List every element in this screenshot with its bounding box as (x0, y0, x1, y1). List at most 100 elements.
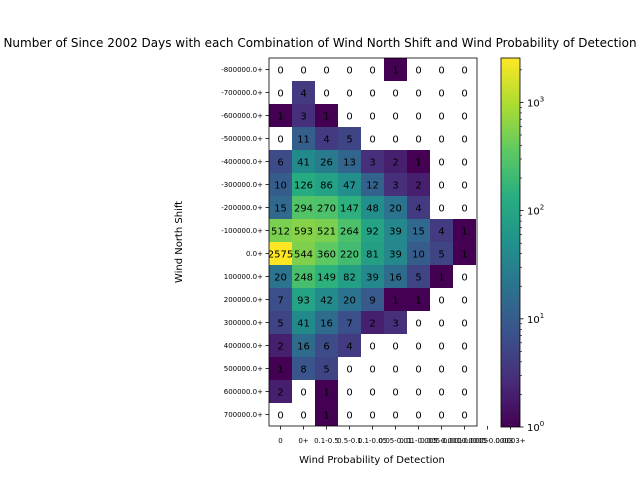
cell-value-label: 20 (274, 273, 287, 284)
y-tick-label: 300000.0+ (224, 319, 263, 327)
heatmap-cell (269, 127, 292, 150)
heatmap-cell (430, 58, 453, 81)
cell-value-label: 13 (343, 158, 356, 169)
heatmap-cell (292, 219, 315, 242)
cell-value-label: 0 (438, 319, 444, 330)
heatmap-cell (338, 242, 361, 265)
heatmap-cell (384, 357, 407, 380)
heatmap-cell (430, 357, 453, 380)
cell-value-label: 11 (297, 135, 310, 146)
cell-value-label: 0 (392, 411, 398, 422)
y-tick-label: 700000.0+ (224, 411, 263, 419)
heatmap-cell (384, 104, 407, 127)
cell-value-label: 0 (438, 181, 444, 192)
cell-value-label: 0 (461, 273, 467, 284)
heatmap-cell (338, 357, 361, 380)
cell-value-label: 149 (317, 273, 336, 284)
cell-value-label: 0 (392, 342, 398, 353)
heatmap-cell (453, 311, 476, 334)
cell-value-label: 0 (438, 296, 444, 307)
heatmap-cell (315, 58, 338, 81)
cell-value-label: 86 (320, 181, 333, 192)
heatmap-cell (361, 334, 384, 357)
heatmap-cell (338, 380, 361, 403)
heatmap-cell (453, 150, 476, 173)
heatmap-cell (407, 150, 430, 173)
cell-value-label: 0 (461, 388, 467, 399)
heatmap-cell (384, 58, 407, 81)
heatmap-cell (269, 104, 292, 127)
heatmap-cell (430, 311, 453, 334)
heatmap-cell (292, 311, 315, 334)
cell-value-label: 360 (317, 250, 336, 261)
y-tick-label: -300000.0+ (221, 181, 263, 189)
heatmap-cell (384, 196, 407, 219)
cell-value-label: 0 (392, 388, 398, 399)
heatmap-cell (338, 265, 361, 288)
cell-value-label: 0 (346, 365, 352, 376)
cell-value-label: 0 (300, 411, 306, 422)
heatmap-cell (384, 150, 407, 173)
cell-value-label: 3 (392, 319, 398, 330)
colorbar-tick-label: 103 (527, 95, 544, 109)
heatmap-cell (292, 265, 315, 288)
cell-value-label: 42 (320, 296, 333, 307)
heatmap-cell (361, 127, 384, 150)
heatmap-cell (407, 58, 430, 81)
colorbar-tick-label: 102 (527, 204, 544, 218)
heatmap-cell (361, 81, 384, 104)
cell-value-label: 0 (461, 181, 467, 192)
heatmap-cell (338, 334, 361, 357)
cell-value-label: 6 (277, 158, 283, 169)
heatmap-cell (384, 403, 407, 426)
x-tick-label: 0.01-0.005 (399, 437, 437, 445)
heatmap-cell (292, 150, 315, 173)
heatmap-cell (315, 104, 338, 127)
cell-value-label: 7 (346, 319, 352, 330)
cell-value-label: 81 (366, 250, 379, 261)
x-tick-label: 0.0005-0.0003 (462, 437, 514, 445)
heatmap-cell (453, 173, 476, 196)
cell-value-label: 20 (343, 296, 356, 307)
cell-value-label: 0 (415, 365, 421, 376)
colorbar: 100 101 102 103 (500, 57, 544, 434)
heatmap-cell (269, 150, 292, 173)
cell-value-label: 4 (300, 89, 306, 100)
heatmap-cell (430, 403, 453, 426)
heatmap-cell (269, 58, 292, 81)
cell-value-label: 0 (415, 112, 421, 123)
cell-value-label: 126 (294, 181, 313, 192)
x-tick-label: 0+ (298, 437, 308, 445)
cell-value-label: 5 (277, 319, 283, 330)
cell-value-label: 1 (323, 388, 329, 399)
cell-value-label: 0 (461, 319, 467, 330)
heatmap-cell (407, 311, 430, 334)
cell-value-label: 0 (461, 411, 467, 422)
heatmap-cell (430, 196, 453, 219)
cell-value-label: 0 (300, 66, 306, 77)
heatmap-cell (384, 288, 407, 311)
cell-value-label: 544 (294, 250, 313, 261)
heatmap-cell (453, 357, 476, 380)
cell-value-label: 41 (297, 158, 310, 169)
y-tick-label: -800000.0+ (221, 66, 263, 74)
heatmap-cell (453, 403, 476, 426)
cell-value-label: 4 (346, 342, 352, 353)
heatmap-cell (361, 288, 384, 311)
x-tick-label: 0.1-0.5 (314, 437, 339, 445)
heatmap-cell (384, 334, 407, 357)
cell-value-label: 270 (317, 204, 336, 215)
heatmap-cell (338, 81, 361, 104)
heatmap-cell (384, 219, 407, 242)
x-axis-label: Wind Probability of Detection (299, 455, 445, 466)
cell-value-label: 0 (438, 342, 444, 353)
heatmap-cell (453, 81, 476, 104)
cell-value-label: 0 (438, 135, 444, 146)
heatmap-cell (384, 242, 407, 265)
heatmap-cell (430, 242, 453, 265)
cell-value-label: 0 (415, 66, 421, 77)
heatmap-cell (338, 288, 361, 311)
heatmap-cell (430, 380, 453, 403)
heatmap-cell (361, 311, 384, 334)
